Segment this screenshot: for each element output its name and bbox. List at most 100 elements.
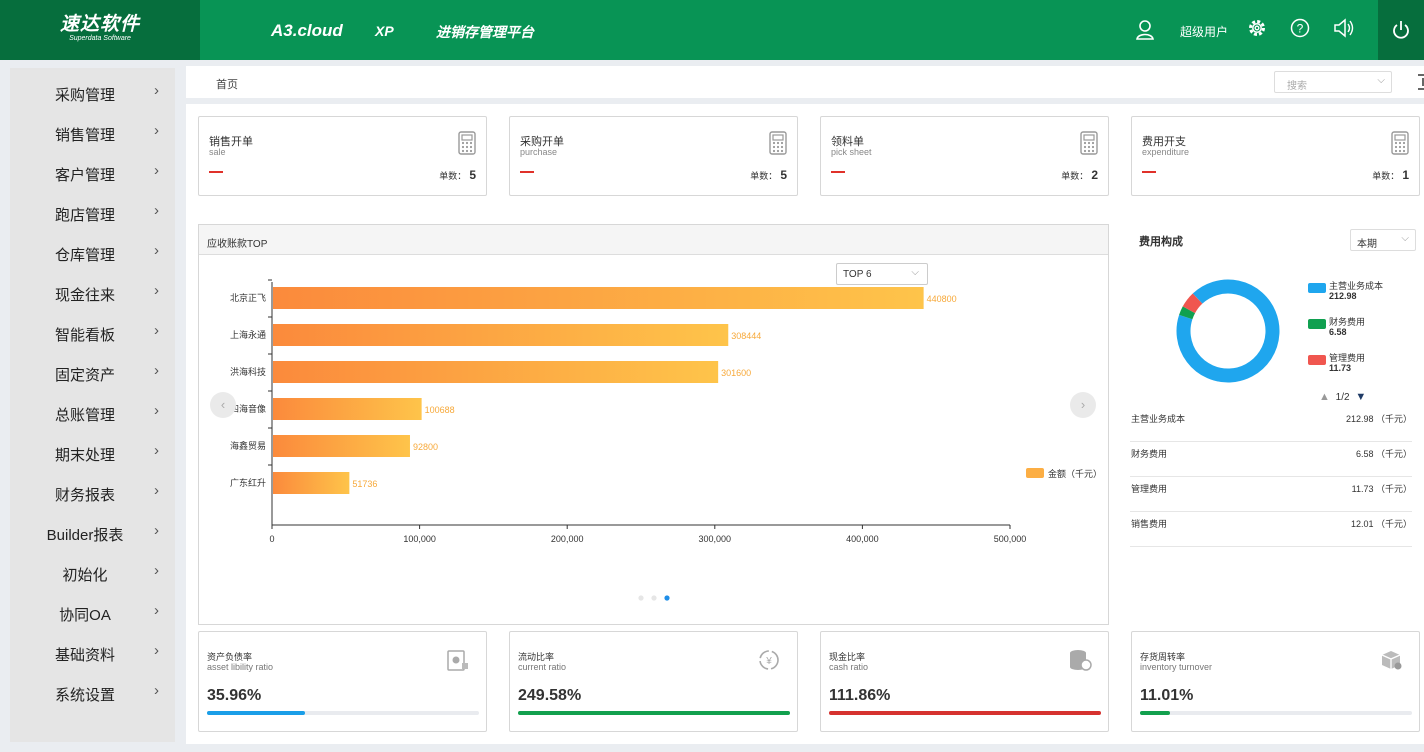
bar[interactable] bbox=[273, 324, 729, 346]
period-select[interactable]: 本期 ⌵ bbox=[1350, 229, 1416, 251]
logo[interactable]: 速达软件 Superdata Software bbox=[0, 0, 200, 60]
fee-value: 12.01 （千元） bbox=[1350, 519, 1412, 529]
breadcrumb-home[interactable]: 首页 bbox=[216, 79, 238, 91]
bar[interactable] bbox=[273, 472, 350, 494]
donut-slice[interactable] bbox=[1179, 306, 1196, 320]
platform-title: 进销存管理平台 bbox=[436, 24, 534, 40]
ratio-value: 249.58% bbox=[518, 687, 582, 704]
search-select[interactable]: 搜索 ⌵ bbox=[1274, 71, 1392, 93]
sidebar-item[interactable]: Builder报表 › bbox=[10, 512, 175, 552]
ratio-subtitle: cash ratio bbox=[829, 662, 869, 672]
sidebar-item[interactable]: 智能看板 › bbox=[10, 312, 175, 352]
bar[interactable] bbox=[273, 361, 719, 383]
sidebar-item-label: 客户管理 bbox=[54, 167, 115, 184]
carousel-dot[interactable] bbox=[664, 595, 670, 601]
bar-value-label: 100688 bbox=[425, 405, 455, 415]
kpi-card[interactable]: 费用开支 expenditure 单数： 1 bbox=[1131, 116, 1420, 196]
currency-refresh-icon: ¥ bbox=[757, 648, 781, 677]
sidebar-item[interactable]: 初始化 › bbox=[10, 552, 175, 592]
sidebar-item[interactable]: 协同OA › bbox=[10, 592, 175, 632]
top-bar: 速达软件 Superdata Software A3.cloud XP 进销存管… bbox=[0, 0, 1424, 60]
sidebar-item-label: 跑店管理 bbox=[54, 207, 115, 224]
chevron-right-icon: › bbox=[154, 282, 159, 299]
kpi-count: 单数： 2 bbox=[1061, 168, 1098, 182]
logout-button[interactable] bbox=[1378, 0, 1424, 60]
bar[interactable] bbox=[273, 287, 924, 309]
kpi-card[interactable]: 销售开单 sale 单数： 5 bbox=[198, 116, 487, 196]
legend-value: 6.58 bbox=[1329, 327, 1347, 337]
ratio-title: 现金比率 bbox=[829, 652, 866, 662]
calculator-icon bbox=[1080, 131, 1098, 160]
fee-composition-title: 费用构成 bbox=[1139, 236, 1183, 248]
fee-name: 管理费用 bbox=[1131, 484, 1168, 494]
sidebar-item[interactable]: 财务报表 › bbox=[10, 472, 175, 512]
sidebar-item-label: 基础资料 bbox=[54, 647, 115, 664]
donut-slice[interactable] bbox=[1176, 279, 1280, 383]
ratio-card[interactable]: 现金比率 cash ratio 111.86% bbox=[820, 631, 1109, 732]
legend-swatch[interactable] bbox=[1026, 468, 1044, 478]
user-icon[interactable] bbox=[1135, 19, 1155, 46]
kpi-card[interactable]: 领料单 pick sheet 单数： 2 bbox=[820, 116, 1109, 196]
carousel-dot[interactable] bbox=[638, 595, 644, 601]
pager-down-button[interactable]: ▼ bbox=[1355, 391, 1367, 403]
user-name[interactable]: 超级用户 bbox=[1180, 25, 1229, 39]
fullscreen-icon[interactable] bbox=[1416, 74, 1424, 90]
legend-label: 金额（千元） bbox=[1048, 468, 1102, 479]
x-tick-label: 0 bbox=[269, 534, 274, 544]
breadcrumb-bar: 首页 搜索 ⌵ bbox=[186, 66, 1424, 98]
sidebar-item[interactable]: 基础资料 › bbox=[10, 632, 175, 672]
ratio-card[interactable]: 存货周转率 inventory turnover 11.01% bbox=[1131, 631, 1420, 732]
fee-value: 212.98 （千元） bbox=[1345, 414, 1412, 424]
svg-text:¥: ¥ bbox=[765, 656, 772, 667]
period-value: 本期 bbox=[1357, 239, 1377, 250]
sidebar-item[interactable]: 现金往来 › bbox=[10, 272, 175, 312]
ratio-card[interactable]: 资产负债率 asset libility ratio 35.96% bbox=[198, 631, 487, 732]
sidebar-item[interactable]: 采购管理 › bbox=[10, 72, 175, 112]
donut-slice[interactable] bbox=[1182, 293, 1203, 314]
kpi-card[interactable]: 采购开单 purchase 单数： 5 bbox=[509, 116, 798, 196]
sidebar-item[interactable]: 系统设置 › bbox=[10, 672, 175, 712]
carousel-dot[interactable] bbox=[651, 595, 657, 601]
logo-text: 速达软件 bbox=[59, 14, 140, 35]
chevron-right-icon: › bbox=[154, 562, 159, 579]
bar[interactable] bbox=[273, 398, 422, 420]
chevron-right-icon: › bbox=[154, 122, 159, 139]
report-chart-icon bbox=[446, 648, 470, 677]
pager-text: 1/2 bbox=[1335, 392, 1350, 403]
ratio-card[interactable]: 流动比率 current ratio 249.58% ¥ bbox=[509, 631, 798, 732]
sidebar-item[interactable]: 固定资产 › bbox=[10, 352, 175, 392]
legend-name: 主营业务成本 bbox=[1329, 281, 1384, 291]
sidebar-item[interactable]: 期末处理 › bbox=[10, 432, 175, 472]
sidebar-item[interactable]: 跑店管理 › bbox=[10, 192, 175, 232]
category-label: 北京正飞 bbox=[230, 292, 266, 303]
chevron-right-icon: › bbox=[154, 362, 159, 379]
chevron-right-icon: › bbox=[154, 642, 159, 659]
kpi-trend-dash bbox=[520, 171, 534, 173]
kpi-subtitle: sale bbox=[209, 147, 226, 157]
ratio-progress-fill bbox=[829, 711, 1101, 715]
bar[interactable] bbox=[273, 435, 410, 457]
chevron-down-icon: ⌵ bbox=[1401, 233, 1409, 244]
logo-subtext: Superdata Software bbox=[69, 35, 131, 42]
sidebar-item[interactable]: 仓库管理 › bbox=[10, 232, 175, 272]
ratio-subtitle: current ratio bbox=[518, 662, 567, 672]
sidebar-item[interactable]: 总账管理 › bbox=[10, 392, 175, 432]
sidebar-item-label: 仓库管理 bbox=[54, 247, 115, 264]
sidebar-item-label: 固定资产 bbox=[54, 367, 115, 384]
kpi-title: 费用开支 bbox=[1142, 136, 1186, 148]
chart-next-button[interactable]: › bbox=[1070, 392, 1096, 418]
legend-value: 11.73 bbox=[1329, 363, 1352, 373]
gear-icon[interactable] bbox=[1247, 18, 1267, 43]
chevron-right-icon: › bbox=[154, 482, 159, 499]
sidebar-item[interactable]: 客户管理 › bbox=[10, 152, 175, 192]
sidebar-item[interactable]: 销售管理 › bbox=[10, 112, 175, 152]
chart-prev-button[interactable]: ‹ bbox=[210, 392, 236, 418]
kpi-title: 销售开单 bbox=[209, 136, 253, 148]
pager-up-button[interactable]: ▲ bbox=[1319, 391, 1330, 403]
kpi-subtitle: purchase bbox=[520, 147, 558, 157]
kpi-count-value: 1 bbox=[1402, 168, 1409, 182]
help-icon[interactable]: ? bbox=[1290, 18, 1310, 43]
fee-donut-chart bbox=[1176, 279, 1280, 383]
sound-icon[interactable] bbox=[1333, 18, 1355, 43]
top-n-select[interactable]: TOP 6 ⌵ bbox=[836, 263, 928, 285]
